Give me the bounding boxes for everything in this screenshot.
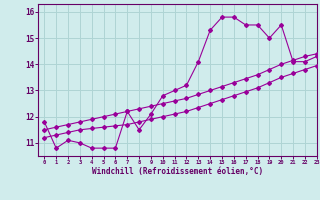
X-axis label: Windchill (Refroidissement éolien,°C): Windchill (Refroidissement éolien,°C) [92,167,263,176]
